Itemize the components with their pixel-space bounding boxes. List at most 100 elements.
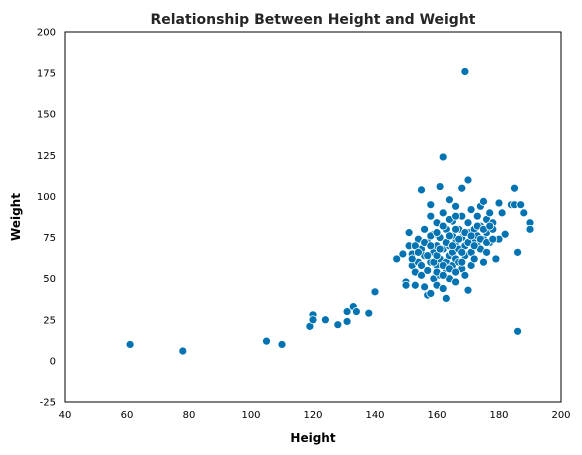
y-tick-label: 150 (37, 110, 56, 121)
data-point (125, 340, 135, 349)
data-point (438, 221, 448, 231)
data-point (320, 315, 330, 325)
data-point (463, 285, 473, 295)
data-point (479, 196, 488, 206)
data-point (438, 270, 448, 280)
x-axis-ticks: 40 60 80 100 120 140 160 180 200 (59, 410, 571, 421)
data-point (500, 229, 510, 239)
x-tick-label: 80 (183, 410, 196, 421)
data-point (392, 254, 402, 264)
data-point (262, 336, 271, 346)
data-point (494, 198, 504, 208)
data-point (426, 241, 436, 251)
data-point (420, 224, 430, 234)
data-point (457, 183, 467, 193)
data-point (333, 320, 343, 330)
data-point (351, 307, 361, 316)
data-point (444, 231, 454, 241)
y-axis-ticks: -25 0 25 50 75 100 125 150 175 200 (37, 28, 56, 409)
data-point (448, 241, 457, 251)
chart-title: Relationship Between Height and Weight (150, 12, 475, 28)
data-point (435, 182, 445, 191)
data-point (426, 289, 436, 298)
data-point (432, 228, 442, 238)
data-point (423, 251, 433, 261)
data-point (466, 205, 476, 215)
x-tick-label: 100 (241, 410, 260, 421)
data-point (398, 249, 408, 259)
y-tick-label: 125 (37, 151, 56, 162)
x-tick-label: 140 (365, 410, 384, 421)
y-tick-label: 0 (50, 356, 56, 367)
x-tick-label: 200 (551, 410, 570, 421)
y-tick-label: 200 (37, 28, 56, 39)
data-point (308, 315, 318, 325)
data-point (510, 183, 519, 193)
data-point (417, 270, 426, 280)
data-point (469, 254, 479, 264)
x-tick-label: 180 (489, 410, 508, 421)
data-point (401, 280, 411, 290)
data-point (451, 224, 461, 234)
data-point (441, 293, 451, 303)
y-tick-label: 50 (43, 274, 56, 285)
data-point (497, 208, 507, 218)
y-tick-label: 25 (43, 315, 56, 326)
data-point (444, 195, 454, 205)
data-point (342, 307, 352, 316)
data-point (407, 254, 417, 264)
data-point (417, 185, 426, 195)
data-point (513, 326, 522, 336)
plot-area-frame (64, 31, 562, 403)
data-point (457, 257, 467, 267)
data-point (451, 201, 461, 211)
x-tick-label: 160 (427, 410, 446, 421)
y-tick-label: 75 (43, 233, 56, 244)
data-point (519, 208, 529, 218)
data-point (482, 247, 492, 257)
scatter-points (125, 67, 535, 356)
data-point (457, 247, 467, 257)
data-point (178, 346, 188, 356)
data-point (460, 270, 470, 280)
data-point (460, 67, 470, 76)
data-point (370, 287, 380, 297)
data-point (485, 208, 495, 218)
data-point (426, 200, 436, 210)
data-point (438, 284, 448, 293)
data-point (466, 231, 476, 241)
y-tick-label: 175 (37, 69, 56, 80)
data-point (438, 152, 448, 162)
data-point (485, 221, 495, 231)
data-point (404, 228, 414, 238)
data-point (417, 261, 426, 270)
data-point (277, 340, 287, 349)
data-point (342, 317, 352, 326)
data-point (410, 280, 420, 290)
x-tick-label: 40 (59, 410, 72, 421)
x-axis-label: Height (290, 431, 335, 445)
data-point (451, 267, 461, 277)
data-point (423, 266, 433, 275)
data-point (426, 211, 436, 221)
data-point (513, 247, 522, 257)
y-tick-label: -25 (40, 398, 56, 409)
data-point (451, 211, 461, 221)
data-point (438, 208, 448, 218)
y-tick-label: 100 (37, 192, 56, 203)
data-point (364, 308, 374, 318)
y-axis-label: Weight (9, 193, 23, 241)
data-point (525, 224, 535, 234)
data-point (463, 175, 473, 185)
data-point (516, 200, 526, 210)
data-point (479, 257, 488, 267)
x-tick-label: 60 (121, 410, 134, 421)
data-point (435, 244, 445, 254)
data-point (451, 277, 461, 287)
data-point (463, 218, 473, 228)
data-point (413, 247, 423, 257)
x-tick-label: 120 (303, 410, 322, 421)
data-point (491, 254, 501, 264)
data-point (420, 282, 430, 292)
